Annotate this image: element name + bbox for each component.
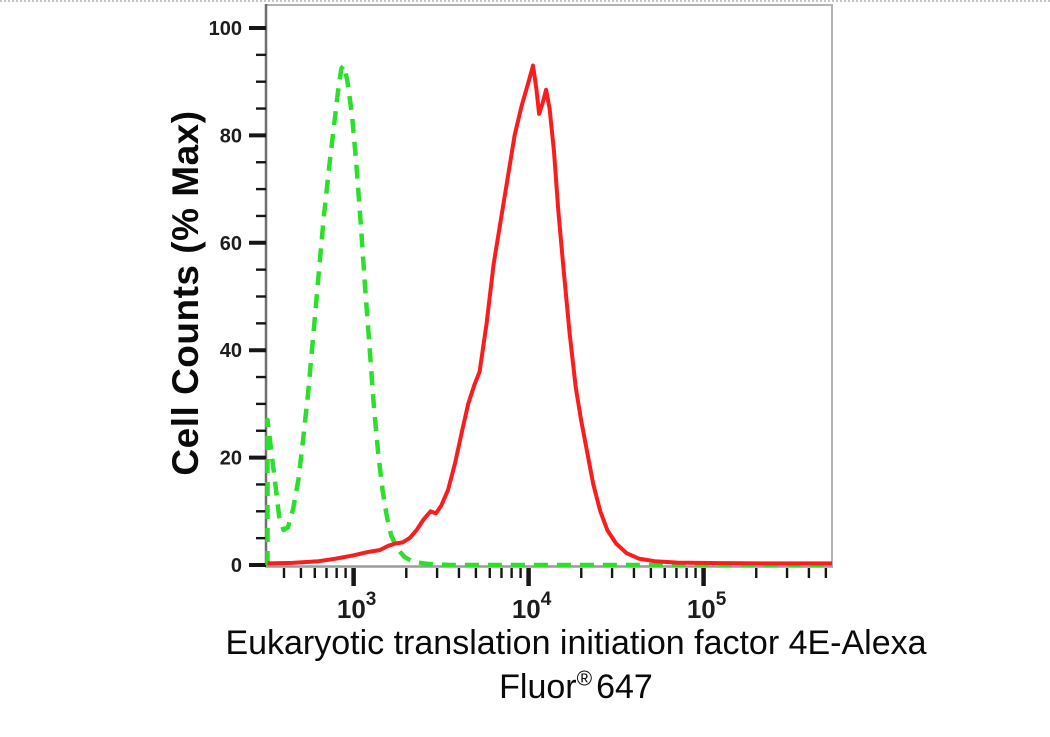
registered-trademark-symbol: ® — [576, 667, 593, 691]
y-tick-label: 0 — [231, 555, 242, 577]
y-tick-label: 80 — [220, 125, 242, 147]
x-axis-title-line1: Eukaryotic translation initiation factor… — [225, 624, 927, 662]
red-solid-curve — [267, 63, 832, 566]
x-tick-label: 105 — [687, 589, 727, 624]
x-axis-title-fluor: Fluor — [499, 668, 577, 706]
y-tick-label: 60 — [220, 233, 242, 255]
top-crop-border — [0, 0, 1050, 2]
y-tick-label: 20 — [220, 448, 242, 470]
green-dashed-curve — [265, 63, 832, 568]
plot-box-border — [267, 4, 833, 565]
y-axis-title: Cell Counts (% Max) — [165, 110, 206, 476]
x-tick-label: 104 — [512, 589, 552, 624]
y-tick-label: 40 — [220, 340, 242, 362]
x-axis-title-line2: Fluor® 647 — [101, 665, 1050, 709]
x-axis-title-647: 647 — [596, 668, 653, 706]
y-tick-label: 100 — [209, 18, 242, 40]
x-tick-label: 103 — [337, 589, 377, 624]
x-axis-title: Eukaryotic translation initiation factor… — [101, 621, 1050, 709]
